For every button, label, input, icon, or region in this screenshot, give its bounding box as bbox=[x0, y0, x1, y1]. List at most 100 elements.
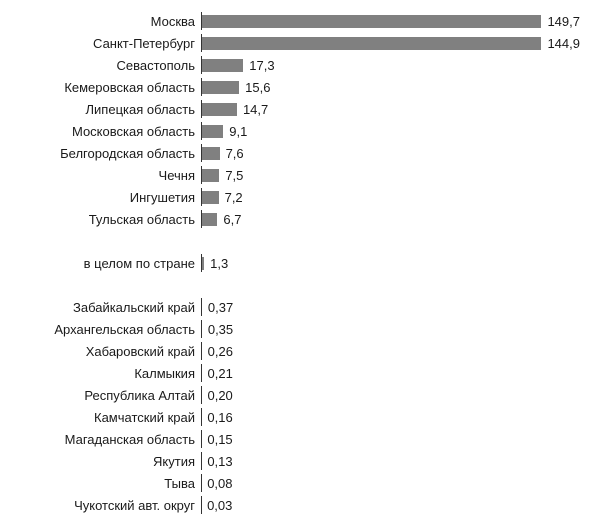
bar-row: в целом по стране 1,3 bbox=[20, 252, 580, 274]
bar-value: 7,5 bbox=[225, 168, 243, 183]
bar-label: Севастополь bbox=[20, 58, 201, 73]
bar-track: 0,20 bbox=[201, 384, 580, 406]
axis-tick bbox=[201, 430, 202, 448]
bar-value: 9,1 bbox=[229, 124, 247, 139]
bar-track: 144,9 bbox=[201, 32, 580, 54]
bar bbox=[201, 59, 243, 72]
bar-row: Московская область 9,1 bbox=[20, 120, 580, 142]
bar-label: Магаданская область bbox=[20, 432, 201, 447]
axis-tick bbox=[201, 474, 202, 492]
bar-row: Тыва 0,08 bbox=[20, 472, 580, 494]
bar-label: Московская область bbox=[20, 124, 201, 139]
bar-value: 14,7 bbox=[243, 102, 268, 117]
bar-row: Архангельская область 0,35 bbox=[20, 318, 580, 340]
bar-label: Тульская область bbox=[20, 212, 201, 227]
bar-label: в целом по стране bbox=[20, 256, 201, 271]
bar-value: 7,2 bbox=[225, 190, 243, 205]
bar-value: 17,3 bbox=[249, 58, 274, 73]
axis-tick bbox=[201, 298, 202, 316]
bar-row: Калмыкия 0,21 bbox=[20, 362, 580, 384]
bar-track: 6,7 bbox=[201, 208, 580, 230]
axis-tick bbox=[201, 34, 202, 52]
bar-label: Камчатский край bbox=[20, 410, 201, 425]
bar-track: 7,2 bbox=[201, 186, 580, 208]
axis-tick bbox=[201, 210, 202, 228]
bar-label: Забайкальский край bbox=[20, 300, 201, 315]
bar-track: 15,6 bbox=[201, 76, 580, 98]
bar-label: Чукотский авт. округ bbox=[20, 498, 201, 513]
bar-row: Белгородская область7,6 bbox=[20, 142, 580, 164]
bar-value: 0,37 bbox=[208, 300, 233, 315]
bar-row: Республика Алтай 0,20 bbox=[20, 384, 580, 406]
axis-tick bbox=[201, 496, 202, 514]
axis-tick bbox=[201, 342, 202, 360]
bar-row: Ингушетия 7,2 bbox=[20, 186, 580, 208]
bar-value: 0,16 bbox=[207, 410, 232, 425]
bar-row: Санкт-Петербург 144,9 bbox=[20, 32, 580, 54]
bar-track: 0,21 bbox=[201, 362, 580, 384]
bar-track: 0,26 bbox=[201, 340, 580, 362]
axis-tick bbox=[201, 78, 202, 96]
axis-tick bbox=[201, 408, 202, 426]
bar-row: Камчатский край 0,16 bbox=[20, 406, 580, 428]
bar-label: Тыва bbox=[20, 476, 201, 491]
axis-tick bbox=[201, 386, 202, 404]
bar-label: Санкт-Петербург bbox=[20, 36, 201, 51]
bar-row: Якутия0,13 bbox=[20, 450, 580, 472]
bar-row: Хабаровский край0,26 bbox=[20, 340, 580, 362]
axis-tick bbox=[201, 56, 202, 74]
bar-value: 0,21 bbox=[208, 366, 233, 381]
bar-value: 144,9 bbox=[547, 36, 580, 51]
bar-track: 0,16 bbox=[201, 406, 580, 428]
bar bbox=[201, 37, 541, 50]
bar-value: 6,7 bbox=[223, 212, 241, 227]
bar-value: 1,3 bbox=[210, 256, 228, 271]
axis-tick bbox=[201, 166, 202, 184]
bar-track: 17,3 bbox=[201, 54, 580, 76]
bar-label: Архангельская область bbox=[20, 322, 201, 337]
bar bbox=[201, 213, 217, 226]
bar-value: 7,6 bbox=[226, 146, 244, 161]
bar-value: 0,08 bbox=[207, 476, 232, 491]
bar-value: 0,20 bbox=[207, 388, 232, 403]
bar-track: 0,35 bbox=[201, 318, 580, 340]
bar-value: 0,13 bbox=[207, 454, 232, 469]
bar-track: 0,13 bbox=[201, 450, 580, 472]
bar-row: Кемеровская область 15,6 bbox=[20, 76, 580, 98]
bar bbox=[201, 103, 237, 116]
bar-track: 14,7 bbox=[201, 98, 580, 120]
bar-label: Республика Алтай bbox=[20, 388, 201, 403]
bar-value: 0,03 bbox=[207, 498, 232, 513]
bar bbox=[201, 15, 541, 28]
horizontal-bar-chart: Москва 149,7 Санкт-Петербург 144,9 Севастопо… bbox=[0, 0, 600, 510]
bar-track: 0,08 bbox=[201, 472, 580, 494]
bar-label: Москва bbox=[20, 14, 201, 29]
bar-row: Москва 149,7 bbox=[20, 10, 580, 32]
bar-track: 9,1 bbox=[201, 120, 580, 142]
axis-tick bbox=[201, 100, 202, 118]
axis-tick bbox=[201, 452, 202, 470]
axis-tick bbox=[201, 144, 202, 162]
axis-tick bbox=[201, 12, 202, 30]
bar-label: Ингушетия bbox=[20, 190, 201, 205]
bar bbox=[201, 147, 220, 160]
axis-tick bbox=[201, 320, 202, 338]
bar-value: 0,35 bbox=[208, 322, 233, 337]
bar-row: Чукотский авт. округ 0,03 bbox=[20, 494, 580, 516]
group-spacer bbox=[20, 274, 580, 296]
bar-label: Калмыкия bbox=[20, 366, 201, 381]
axis-tick bbox=[201, 188, 202, 206]
bar-label: Кемеровская область bbox=[20, 80, 201, 95]
bar-row: Тульская область 6,7 bbox=[20, 208, 580, 230]
group-spacer bbox=[20, 230, 580, 252]
axis-tick bbox=[201, 254, 202, 272]
bar bbox=[201, 125, 223, 138]
bar-value: 15,6 bbox=[245, 80, 270, 95]
bar-value: 149,7 bbox=[547, 14, 580, 29]
bar bbox=[201, 191, 219, 204]
bar bbox=[201, 81, 239, 94]
bar-value: 0,15 bbox=[207, 432, 232, 447]
bar-row: Магаданская область 0,15 bbox=[20, 428, 580, 450]
bar-row: Забайкальский край 0,37 bbox=[20, 296, 580, 318]
bar-track: 1,3 bbox=[201, 252, 580, 274]
